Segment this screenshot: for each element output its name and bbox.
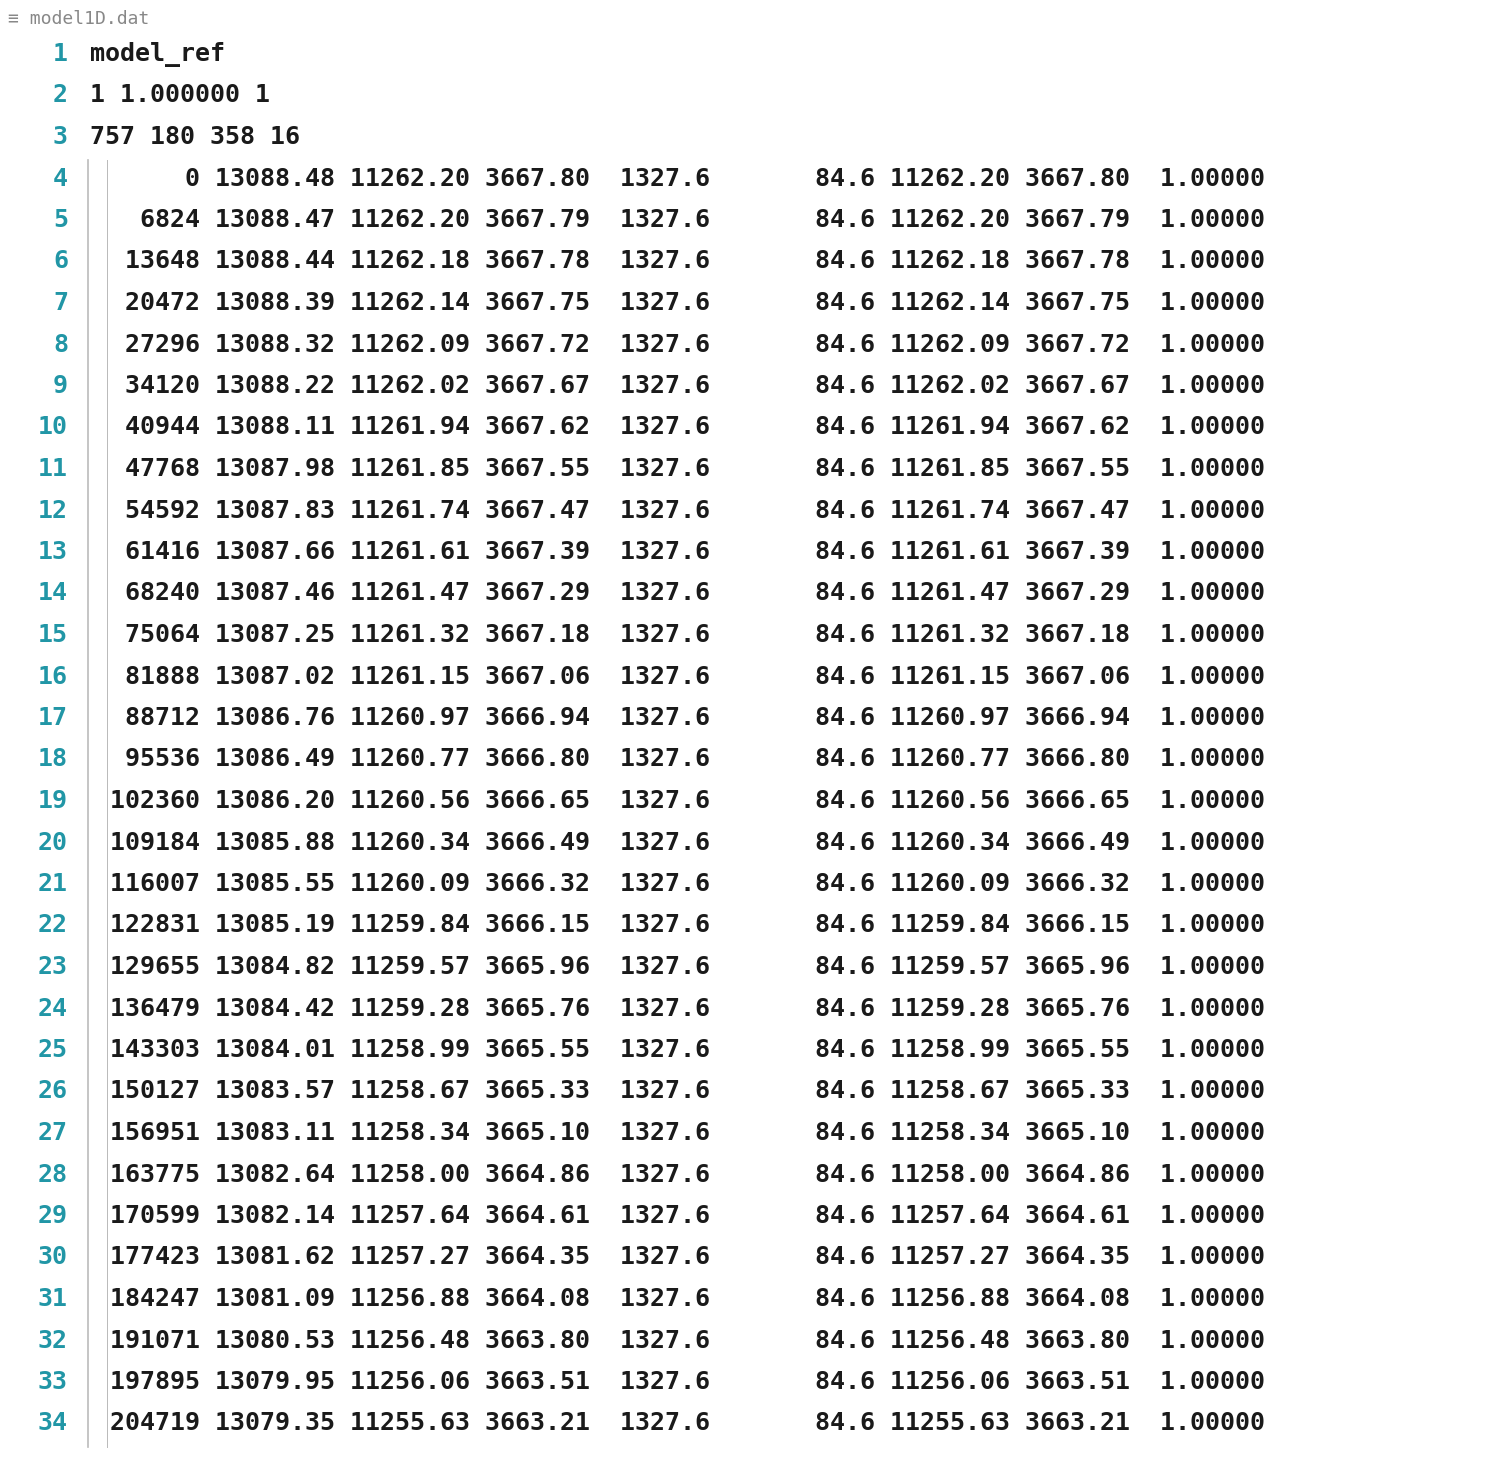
Text: 3: 3 [53, 125, 68, 149]
Text: 47768 13087.98 11261.85 3667.55  1327.6       84.6 11261.85 3667.55  1.00000: 47768 13087.98 11261.85 3667.55 1327.6 8… [110, 456, 1265, 481]
Text: 33: 33 [38, 1370, 68, 1394]
Text: 6824 13088.47 11262.20 3667.79  1327.6       84.6 11262.20 3667.79  1.00000: 6824 13088.47 11262.20 3667.79 1327.6 84… [110, 208, 1265, 233]
Text: 191071 13080.53 11256.48 3663.80  1327.6       84.6 11256.48 3663.80  1.00000: 191071 13080.53 11256.48 3663.80 1327.6 … [110, 1329, 1265, 1353]
Text: 23: 23 [38, 955, 68, 979]
Text: 95536 13086.49 11260.77 3666.80  1327.6       84.6 11260.77 3666.80  1.00000: 95536 13086.49 11260.77 3666.80 1327.6 8… [110, 748, 1265, 771]
Text: 102360 13086.20 11260.56 3666.65  1327.6       84.6 11260.56 3666.65  1.00000: 102360 13086.20 11260.56 3666.65 1327.6 … [110, 789, 1265, 813]
Text: 61416 13087.66 11261.61 3667.39  1327.6       84.6 11261.61 3667.39  1.00000: 61416 13087.66 11261.61 3667.39 1327.6 8… [110, 540, 1265, 564]
Text: 8: 8 [53, 333, 68, 356]
Text: 143303 13084.01 11258.99 3665.55  1327.6       84.6 11258.99 3665.55  1.00000: 143303 13084.01 11258.99 3665.55 1327.6 … [110, 1038, 1265, 1061]
Text: 32: 32 [38, 1329, 68, 1353]
Text: 40944 13088.11 11261.94 3667.62  1327.6       84.6 11261.94 3667.62  1.00000: 40944 13088.11 11261.94 3667.62 1327.6 8… [110, 415, 1265, 440]
Text: 4: 4 [53, 166, 68, 190]
Text: 88712 13086.76 11260.97 3666.94  1327.6       84.6 11260.97 3666.94  1.00000: 88712 13086.76 11260.97 3666.94 1327.6 8… [110, 707, 1265, 730]
Text: 18: 18 [38, 748, 68, 771]
Text: 29: 29 [38, 1204, 68, 1228]
Text: 13: 13 [38, 540, 68, 564]
Text: 184247 13081.09 11256.88 3664.08  1327.6       84.6 11256.88 3664.08  1.00000: 184247 13081.09 11256.88 3664.08 1327.6 … [110, 1287, 1265, 1312]
Text: 30: 30 [38, 1245, 68, 1269]
Text: 0 13088.48 11262.20 3667.80  1327.6       84.6 11262.20 3667.80  1.00000: 0 13088.48 11262.20 3667.80 1327.6 84.6 … [110, 166, 1265, 190]
Text: 26: 26 [38, 1079, 68, 1104]
Text: 9: 9 [53, 374, 68, 397]
Text: 19: 19 [38, 789, 68, 813]
Text: 22: 22 [38, 914, 68, 938]
Text: 34: 34 [38, 1412, 68, 1435]
Text: 1 1.000000 1: 1 1.000000 1 [90, 84, 270, 107]
Text: 27296 13088.32 11262.09 3667.72  1327.6       84.6 11262.09 3667.72  1.00000: 27296 13088.32 11262.09 3667.72 1327.6 8… [110, 333, 1265, 356]
Text: 27: 27 [38, 1122, 68, 1145]
Text: 24: 24 [38, 997, 68, 1020]
Text: 13648 13088.44 11262.18 3667.78  1327.6       84.6 11262.18 3667.78  1.00000: 13648 13088.44 11262.18 3667.78 1327.6 8… [110, 249, 1265, 274]
Text: 6: 6 [53, 249, 68, 274]
Text: 68240 13087.46 11261.47 3667.29  1327.6       84.6 11261.47 3667.29  1.00000: 68240 13087.46 11261.47 3667.29 1327.6 8… [110, 581, 1265, 605]
Text: 122831 13085.19 11259.84 3666.15  1327.6       84.6 11259.84 3666.15  1.00000: 122831 13085.19 11259.84 3666.15 1327.6 … [110, 914, 1265, 938]
Text: 81888 13087.02 11261.15 3667.06  1327.6       84.6 11261.15 3667.06  1.00000: 81888 13087.02 11261.15 3667.06 1327.6 8… [110, 664, 1265, 689]
Text: 14: 14 [38, 581, 68, 605]
Text: 20472 13088.39 11262.14 3667.75  1327.6       84.6 11262.14 3667.75  1.00000: 20472 13088.39 11262.14 3667.75 1327.6 8… [110, 291, 1265, 315]
Text: 150127 13083.57 11258.67 3665.33  1327.6       84.6 11258.67 3665.33  1.00000: 150127 13083.57 11258.67 3665.33 1327.6 … [110, 1079, 1265, 1104]
Text: 5: 5 [53, 208, 68, 233]
Text: 10: 10 [38, 415, 68, 440]
Text: 75064 13087.25 11261.32 3667.18  1327.6       84.6 11261.32 3667.18  1.00000: 75064 13087.25 11261.32 3667.18 1327.6 8… [110, 623, 1265, 648]
Text: model_ref: model_ref [90, 43, 224, 68]
Text: 20: 20 [38, 830, 68, 855]
Text: 163775 13082.64 11258.00 3664.86  1327.6       84.6 11258.00 3664.86  1.00000: 163775 13082.64 11258.00 3664.86 1327.6 … [110, 1163, 1265, 1186]
Text: 2: 2 [53, 84, 68, 107]
Text: 25: 25 [38, 1038, 68, 1061]
Text: 21: 21 [38, 871, 68, 896]
Text: 15: 15 [38, 623, 68, 648]
Text: 129655 13084.82 11259.57 3665.96  1327.6       84.6 11259.57 3665.96  1.00000: 129655 13084.82 11259.57 3665.96 1327.6 … [110, 955, 1265, 979]
Text: 116007 13085.55 11260.09 3666.32  1327.6       84.6 11260.09 3666.32  1.00000: 116007 13085.55 11260.09 3666.32 1327.6 … [110, 871, 1265, 896]
Text: 31: 31 [38, 1287, 68, 1312]
Text: 204719 13079.35 11255.63 3663.21  1327.6       84.6 11255.63 3663.21  1.00000: 204719 13079.35 11255.63 3663.21 1327.6 … [110, 1412, 1265, 1435]
Text: 156951 13083.11 11258.34 3665.10  1327.6       84.6 11258.34 3665.10  1.00000: 156951 13083.11 11258.34 3665.10 1327.6 … [110, 1122, 1265, 1145]
Text: 177423 13081.62 11257.27 3664.35  1327.6       84.6 11257.27 3664.35  1.00000: 177423 13081.62 11257.27 3664.35 1327.6 … [110, 1245, 1265, 1269]
Text: 757 180 358 16: 757 180 358 16 [90, 125, 300, 149]
Text: 197895 13079.95 11256.06 3663.51  1327.6       84.6 11256.06 3663.51  1.00000: 197895 13079.95 11256.06 3663.51 1327.6 … [110, 1370, 1265, 1394]
Text: 1: 1 [53, 43, 68, 66]
Text: 136479 13084.42 11259.28 3665.76  1327.6       84.6 11259.28 3665.76  1.00000: 136479 13084.42 11259.28 3665.76 1327.6 … [110, 997, 1265, 1020]
Text: 16: 16 [38, 664, 68, 689]
Text: 7: 7 [53, 291, 68, 315]
Text: 170599 13082.14 11257.64 3664.61  1327.6       84.6 11257.64 3664.61  1.00000: 170599 13082.14 11257.64 3664.61 1327.6 … [110, 1204, 1265, 1228]
Text: 34120 13088.22 11262.02 3667.67  1327.6       84.6 11262.02 3667.67  1.00000: 34120 13088.22 11262.02 3667.67 1327.6 8… [110, 374, 1265, 397]
Text: 17: 17 [38, 707, 68, 730]
Text: ≡ model1D.dat: ≡ model1D.dat [8, 10, 149, 28]
Text: 11: 11 [38, 456, 68, 481]
Text: 54592 13087.83 11261.74 3667.47  1327.6       84.6 11261.74 3667.47  1.00000: 54592 13087.83 11261.74 3667.47 1327.6 8… [110, 499, 1265, 523]
Text: 28: 28 [38, 1163, 68, 1186]
Text: 12: 12 [38, 499, 68, 523]
Text: 109184 13085.88 11260.34 3666.49  1327.6       84.6 11260.34 3666.49  1.00000: 109184 13085.88 11260.34 3666.49 1327.6 … [110, 830, 1265, 855]
